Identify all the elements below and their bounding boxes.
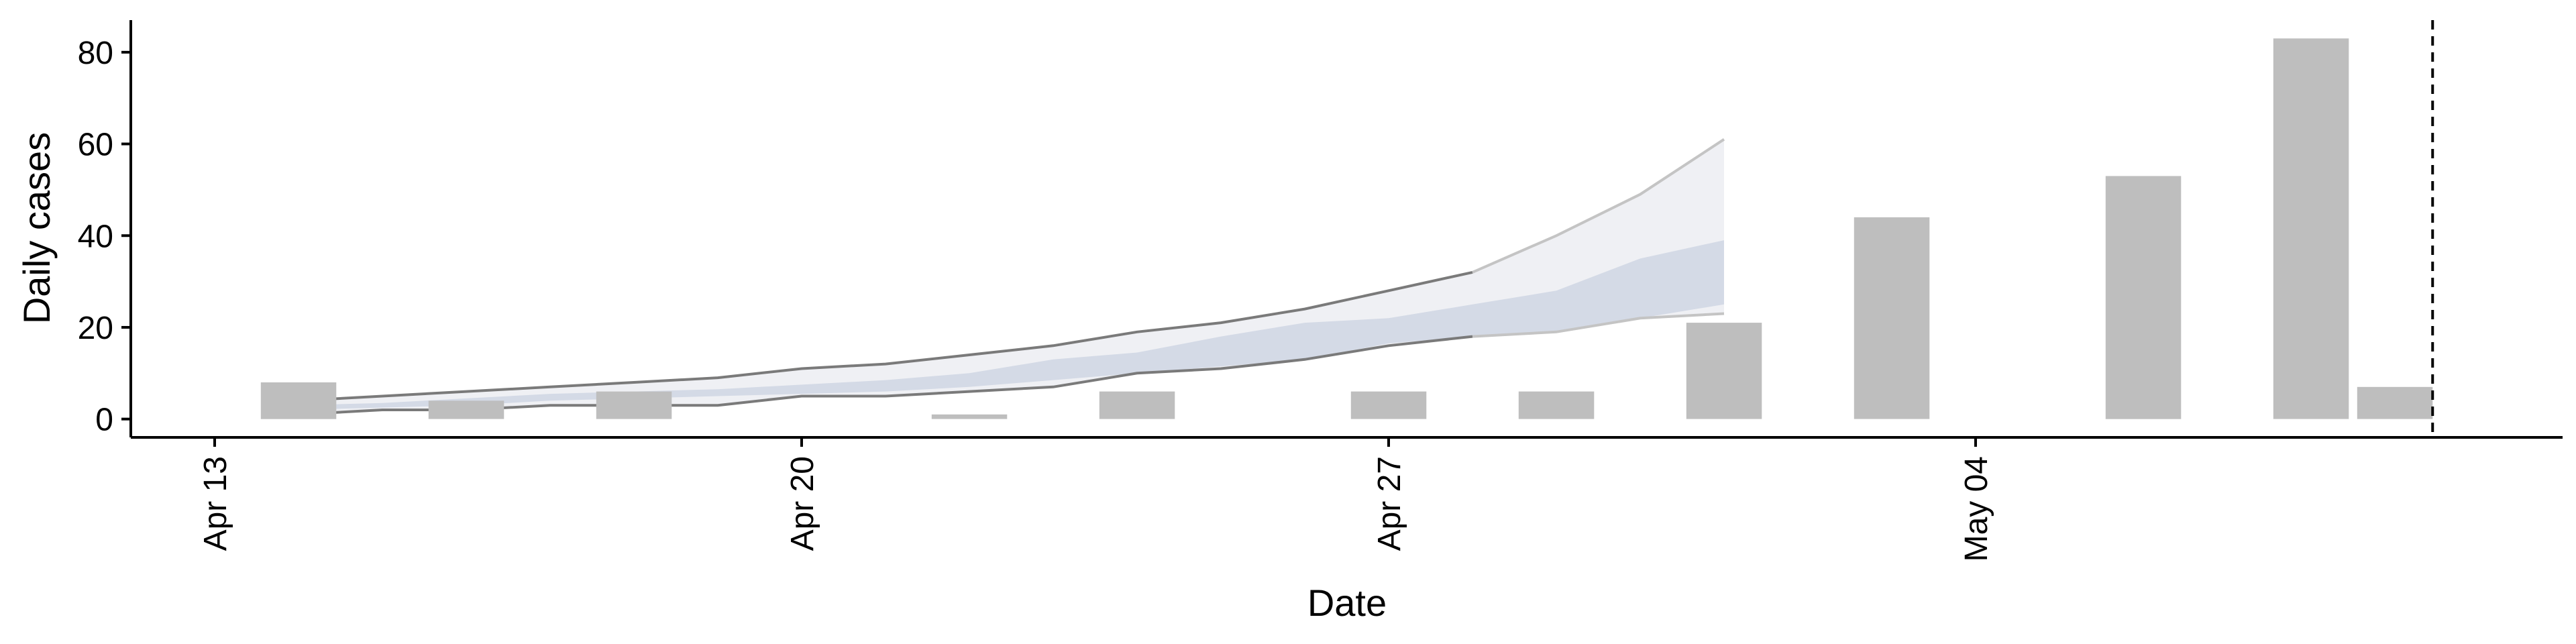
- axes: 0 20 40 60 80 Apr 13 Apr 20 Apr 27 May 04: [78, 20, 2563, 561]
- bar-2: [596, 391, 672, 419]
- y-tick-label: 0: [95, 402, 113, 438]
- x-tick-label: Apr 20: [785, 456, 820, 551]
- bar-5: [1350, 391, 1427, 419]
- bar-8: [1854, 217, 1930, 419]
- band-upper-line: [298, 270, 1473, 402]
- bar-4: [1099, 391, 1175, 419]
- x-tick-label: Apr 13: [198, 456, 233, 551]
- y-tick-label: 80: [78, 36, 113, 71]
- bar-10: [2273, 38, 2349, 419]
- x-axis-title: Date: [1307, 582, 1387, 624]
- y-tick-label: 40: [78, 219, 113, 254]
- nowcast-bands: [298, 138, 1725, 416]
- bars-group: [260, 38, 2433, 419]
- bar-0: [260, 382, 337, 419]
- x-tick-label: May 04: [1959, 456, 1994, 561]
- y-tick-label: 60: [78, 127, 113, 163]
- bar-7: [1686, 323, 1762, 419]
- band-lower-line-tail: [1472, 312, 1725, 338]
- bar-3: [931, 414, 1008, 419]
- y-axis-title: Daily cases: [15, 132, 58, 324]
- y-tick-label: 20: [78, 311, 113, 346]
- bar-1: [428, 400, 504, 419]
- band-upper-line-tail: [1472, 138, 1725, 274]
- bar-9: [2105, 176, 2182, 419]
- x-tick-label: Apr 27: [1372, 456, 1407, 551]
- bar-11: [2357, 386, 2433, 419]
- band-50-area: [299, 240, 1724, 410]
- bar-6: [1518, 391, 1595, 419]
